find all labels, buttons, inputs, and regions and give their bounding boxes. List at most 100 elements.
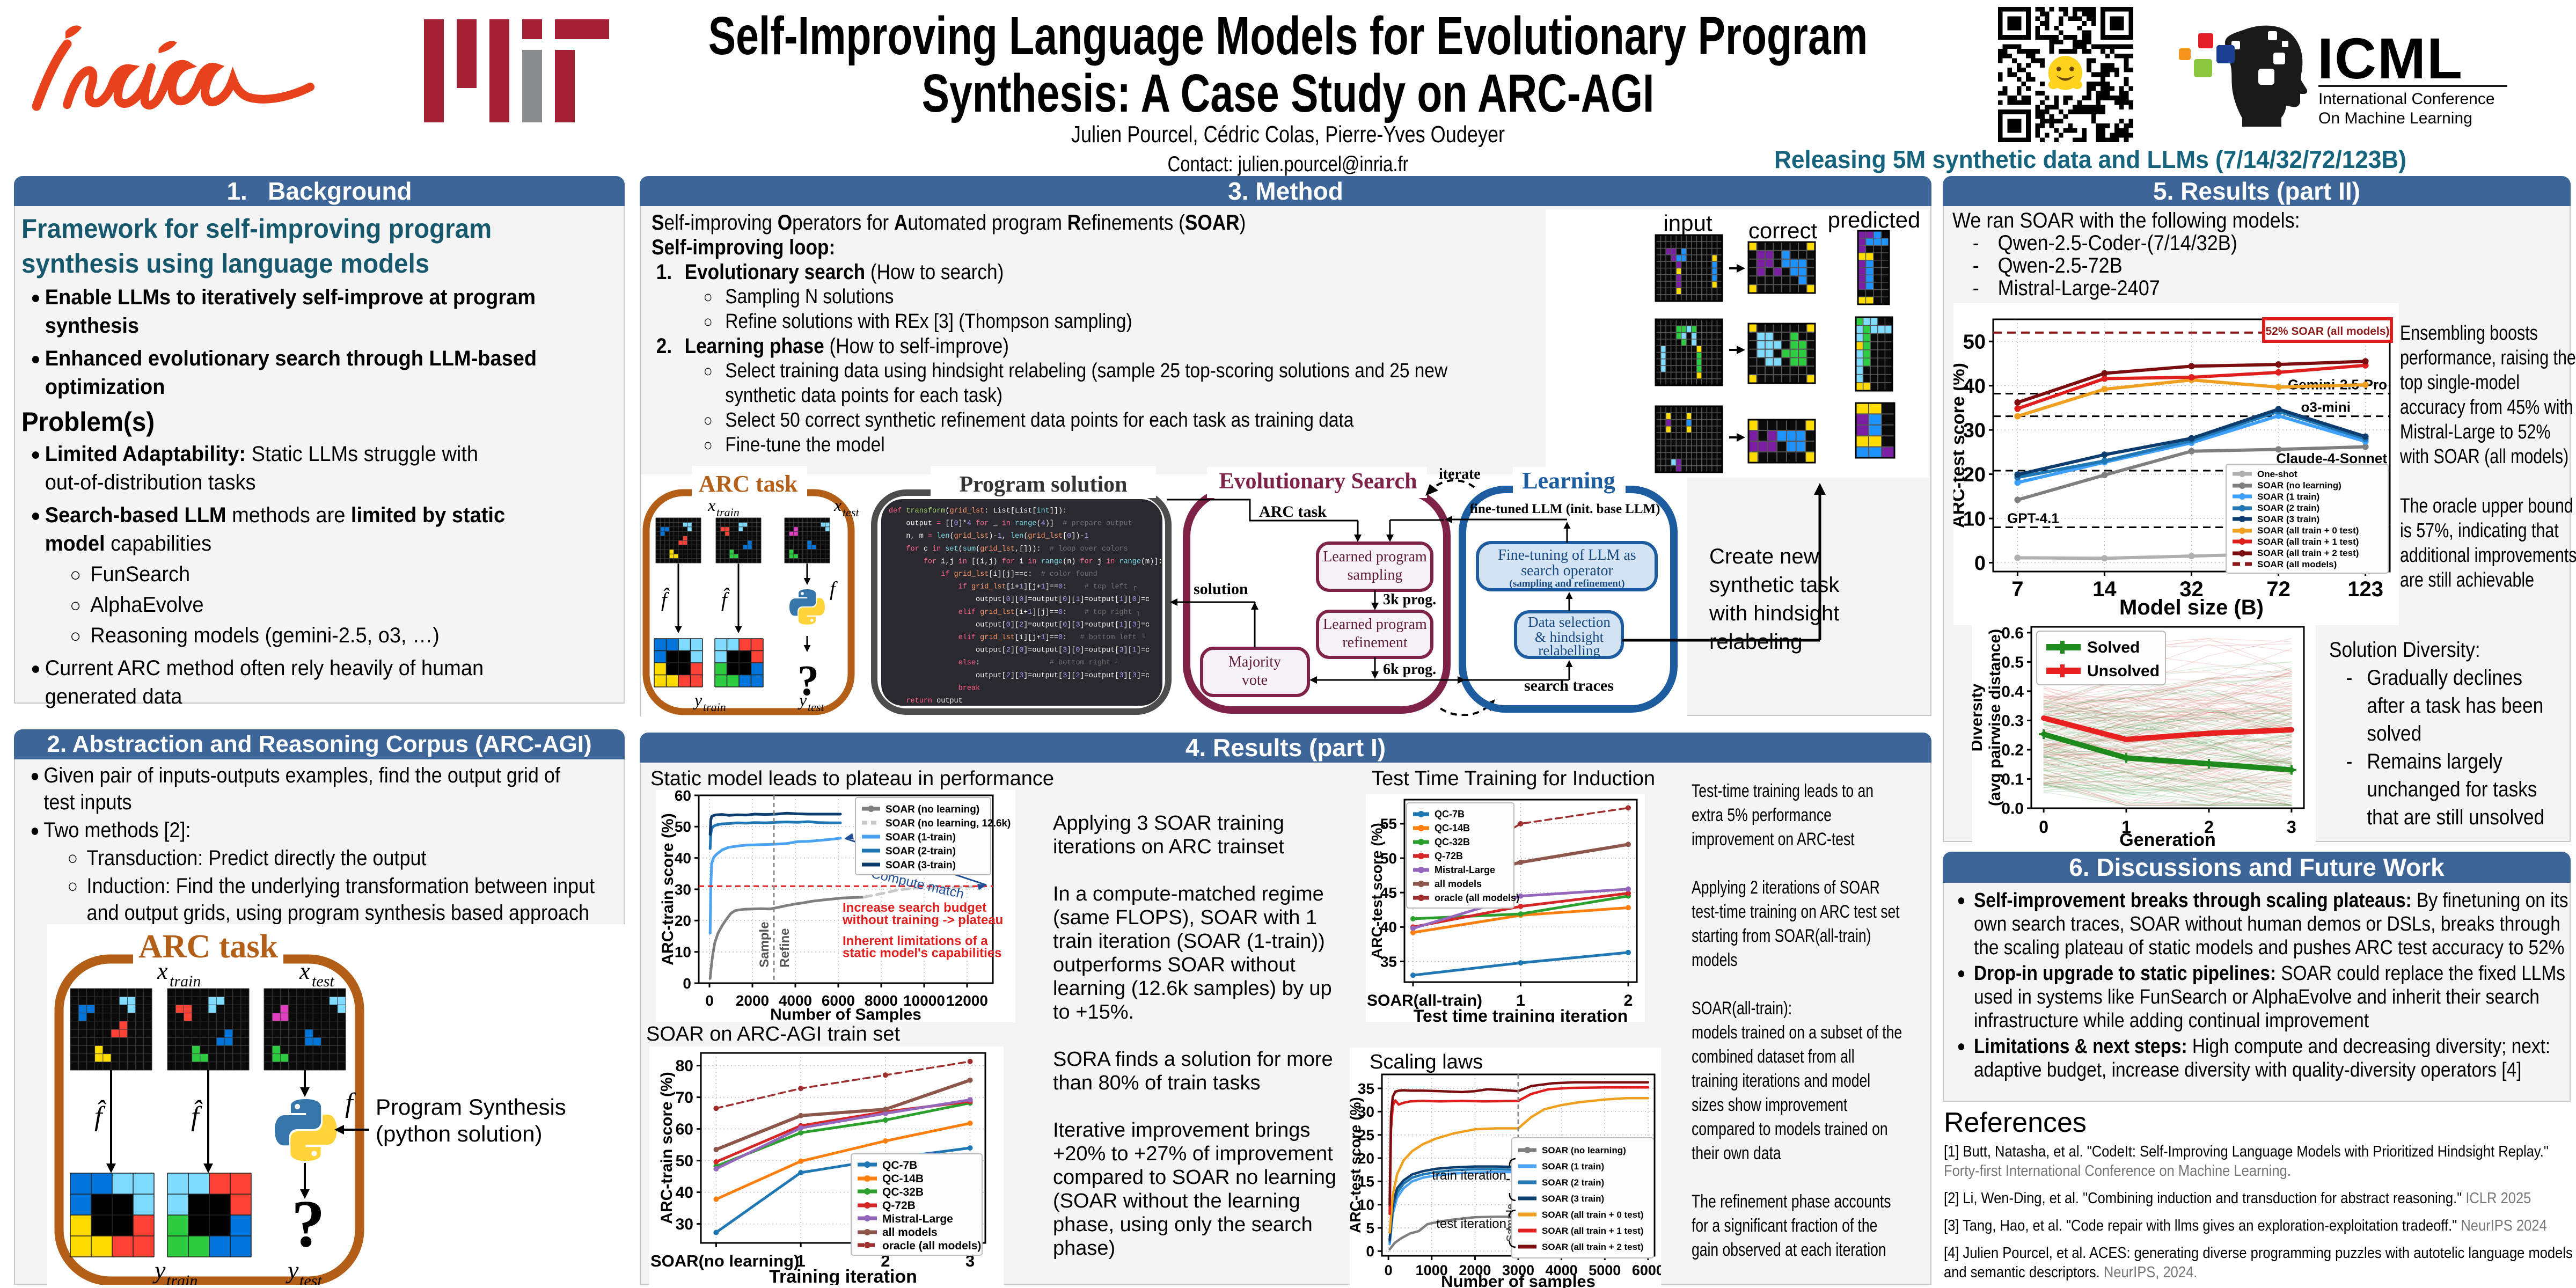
svg-text:Data selection: Data selection [1528, 614, 1611, 630]
svg-text:ARC task: ARC task [699, 471, 798, 497]
svg-text:0: 0 [2039, 817, 2048, 837]
svg-text:1: 1 [796, 1252, 805, 1270]
svg-text:return output: return output [889, 697, 963, 705]
svg-text:20: 20 [1358, 1150, 1374, 1167]
svg-text:test: test [312, 972, 334, 990]
svg-text:2000: 2000 [1459, 1262, 1491, 1278]
svg-text:20: 20 [675, 912, 691, 929]
svg-text:SOAR (all train + 0 test): SOAR (all train + 0 test) [1542, 1210, 1643, 1220]
svg-text:QC-14B: QC-14B [1435, 823, 1470, 833]
svg-text:Increase search budget: Increase search budget [843, 901, 986, 915]
svg-text:Mistral-Large: Mistral-Large [882, 1213, 953, 1225]
svg-text:30: 30 [675, 881, 691, 898]
svg-text:train: train [703, 700, 726, 714]
svg-text:One-shot: One-shot [2257, 469, 2297, 479]
svg-text:x: x [299, 958, 310, 984]
svg-text:o3-mini: o3-mini [2301, 399, 2351, 415]
svg-text:test: test [843, 506, 859, 519]
svg-text:55: 55 [1380, 816, 1397, 832]
svg-text:Training iteration: Training iteration [769, 1267, 917, 1285]
svg-text:Q-72B: Q-72B [1435, 851, 1463, 861]
svg-text:Learned program: Learned program [1323, 548, 1427, 565]
svg-text:without training -> plateau: without training -> plateau [842, 913, 1003, 927]
svg-text:output = [[0]*4 for _ in range: output = [[0]*4 for _ in range(4)] # pre… [889, 520, 1132, 528]
svg-text:SOAR (all train + 2 test): SOAR (all train + 2 test) [2257, 548, 2359, 558]
svg-text:4000: 4000 [779, 992, 812, 1009]
svg-text:(python solution): (python solution) [376, 1121, 543, 1146]
svg-text:6000: 6000 [822, 992, 855, 1009]
svg-text:14: 14 [2092, 577, 2117, 601]
svg-text:iterate: iterate [1439, 466, 1481, 482]
svg-text:3: 3 [2287, 817, 2296, 837]
svg-text:2: 2 [881, 1252, 890, 1270]
svg-text:0.2: 0.2 [2001, 742, 2024, 759]
svg-text:60: 60 [675, 790, 691, 804]
svg-text:1000: 1000 [1416, 1262, 1448, 1278]
svg-text:ARC-test score (%): ARC-test score (%) [1368, 823, 1385, 959]
svg-text:oracle (all models): oracle (all models) [882, 1240, 981, 1252]
svg-text:output[2][0]=output[3][0]=outp: output[2][0]=output[3][0]=output[3][1]=c [889, 647, 1150, 655]
svg-text:elif grid_lst[i+1][j]==0: #: elif grid_lst[i+1][j]==0: # top right ┐ [889, 609, 1141, 617]
svg-text:QC-7B: QC-7B [882, 1159, 917, 1172]
svg-text:Q-72B: Q-72B [882, 1199, 916, 1212]
svg-text:ARC-test score (%): ARC-test score (%) [1953, 363, 1968, 528]
svg-text:2: 2 [1624, 992, 1633, 1009]
svg-text:Generation: Generation [2119, 830, 2215, 850]
svg-text:123: 123 [2347, 577, 2383, 601]
svg-text:train: train [170, 972, 201, 990]
svg-text:10: 10 [1358, 1197, 1374, 1213]
svg-text:output[0][2]=output[0][3]=outp: output[0][2]=output[0][3]=output[1][3]=c [889, 621, 1150, 629]
svg-text:y: y [693, 690, 702, 709]
svg-text:train iteration: train iteration [1432, 1168, 1506, 1183]
svg-text:Solved: Solved [2087, 639, 2140, 656]
svg-text:all models: all models [882, 1226, 938, 1239]
svg-text:Fine-tuning of LLM as: Fine-tuning of LLM as [1498, 547, 1636, 564]
svg-text:SOAR (all models): SOAR (all models) [2257, 559, 2337, 569]
svg-text:35: 35 [1358, 1080, 1374, 1097]
svg-text:SOAR (2 train): SOAR (2 train) [2257, 503, 2319, 513]
svg-text:fine-tuned LLM (init. base LLM: fine-tuned LLM (init. base LLM) [1470, 502, 1660, 516]
svg-text:0.4: 0.4 [2001, 683, 2024, 700]
svg-text:?: ? [291, 1187, 325, 1261]
svg-text:Unsolved: Unsolved [2087, 662, 2160, 680]
svg-text:correct: correct [1748, 218, 1818, 243]
svg-text:SOAR (2 train): SOAR (2 train) [1542, 1177, 1604, 1188]
svg-text:SOAR (all train + 1 test): SOAR (all train + 1 test) [1542, 1226, 1643, 1236]
svg-text:Program solution: Program solution [959, 472, 1127, 497]
svg-text:if grid_lst[i+1][j+1]==0: #: if grid_lst[i+1][j+1]==0: # top left ┌ [889, 583, 1137, 591]
svg-text:Program Synthesis: Program Synthesis [376, 1094, 566, 1119]
svg-text:?: ? [797, 657, 819, 705]
svg-text:vote: vote [1242, 672, 1268, 689]
svg-text:for i,j in [(i,j) for i in ran: for i,j in [(i,j) for i in range(n) for … [889, 558, 1162, 566]
svg-text:predicted: predicted [1828, 209, 1921, 232]
svg-text:Sample: Sample [757, 921, 772, 967]
svg-text:x: x [157, 958, 168, 984]
svg-text:50: 50 [676, 1152, 693, 1170]
svg-text:70: 70 [676, 1089, 693, 1107]
svg-text:80: 80 [676, 1057, 693, 1075]
svg-text:search operator: search operator [1521, 562, 1613, 579]
svg-text:Model size (B): Model size (B) [2119, 596, 2264, 619]
svg-text:SOAR (3 train): SOAR (3 train) [1542, 1194, 1604, 1204]
svg-text:& hindsight: & hindsight [1535, 629, 1604, 645]
svg-text:Majority: Majority [1228, 654, 1281, 670]
svg-text:y: y [152, 1256, 166, 1284]
svg-text:QC-7B: QC-7B [1435, 809, 1465, 819]
svg-text:Learned program: Learned program [1323, 616, 1427, 633]
svg-text:ARC-train score (%): ARC-train score (%) [659, 813, 677, 965]
svg-text:test iteration: test iteration [1436, 1217, 1506, 1231]
svg-text:SOAR (3 train): SOAR (3 train) [2257, 514, 2319, 524]
svg-text:QC-32B: QC-32B [1435, 837, 1470, 847]
svg-text:International Conference: International Conference [2318, 90, 2495, 108]
svg-text:ARC task: ARC task [138, 928, 279, 965]
svg-text:2000: 2000 [736, 992, 769, 1009]
svg-text:x: x [707, 495, 715, 515]
svg-text:QC-32B: QC-32B [882, 1186, 924, 1198]
svg-text:elif grid_lst[i][j+1]==0: #: elif grid_lst[i][j+1]==0: # bottom left … [889, 633, 1146, 642]
svg-text:72: 72 [2266, 577, 2290, 601]
svg-text:SOAR(all-train): SOAR(all-train) [1367, 992, 1482, 1009]
svg-text:8000: 8000 [865, 992, 898, 1009]
svg-text:1: 1 [1516, 992, 1525, 1009]
svg-text:6k prog.: 6k prog. [1383, 661, 1436, 678]
svg-text:solution: solution [1194, 580, 1248, 598]
